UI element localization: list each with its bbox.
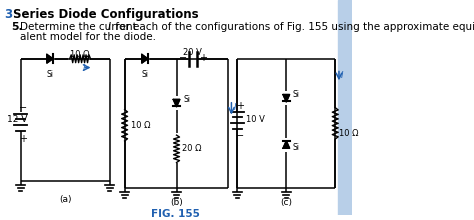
Polygon shape xyxy=(142,54,148,63)
Text: I: I xyxy=(234,103,236,112)
Polygon shape xyxy=(283,141,290,148)
Text: 10 Ω: 10 Ω xyxy=(130,121,150,130)
Polygon shape xyxy=(47,54,53,63)
Text: +: + xyxy=(199,53,207,63)
Text: 10 Ω: 10 Ω xyxy=(70,50,90,59)
Text: Si: Si xyxy=(293,143,300,152)
Polygon shape xyxy=(283,94,290,102)
Text: +: + xyxy=(19,134,27,144)
Text: −: − xyxy=(179,53,187,63)
Text: Si: Si xyxy=(293,90,300,99)
Text: Determine the current: Determine the current xyxy=(20,22,140,31)
Text: 12 V: 12 V xyxy=(7,115,27,124)
Text: (b): (b) xyxy=(170,198,183,207)
Text: 10 Ω: 10 Ω xyxy=(339,129,358,138)
Text: Si: Si xyxy=(142,70,149,79)
Text: I: I xyxy=(83,64,86,73)
Text: 3: 3 xyxy=(4,8,13,21)
Text: Si: Si xyxy=(183,95,190,104)
Text: 20 Ω: 20 Ω xyxy=(182,144,202,153)
Text: 20 V: 20 V xyxy=(183,48,202,57)
Text: −: − xyxy=(19,103,27,113)
Text: Series Diode Configurations: Series Diode Configurations xyxy=(13,8,198,21)
Text: I: I xyxy=(340,72,343,81)
Text: 10 V: 10 V xyxy=(246,115,264,124)
Text: −: − xyxy=(236,131,244,141)
Text: for each of the configurations of Fig. 155 using the approximate equiv-: for each of the configurations of Fig. 1… xyxy=(112,22,474,31)
Polygon shape xyxy=(173,99,180,107)
Text: I: I xyxy=(108,22,110,31)
Text: FIG. 155: FIG. 155 xyxy=(151,209,200,218)
Text: +: + xyxy=(236,101,244,111)
Text: alent model for the diode.: alent model for the diode. xyxy=(20,32,156,42)
Text: (c): (c) xyxy=(280,198,292,207)
Text: (a): (a) xyxy=(59,195,72,204)
Text: Si: Si xyxy=(46,70,53,79)
Text: 5.: 5. xyxy=(11,22,23,31)
Bar xyxy=(338,0,352,215)
